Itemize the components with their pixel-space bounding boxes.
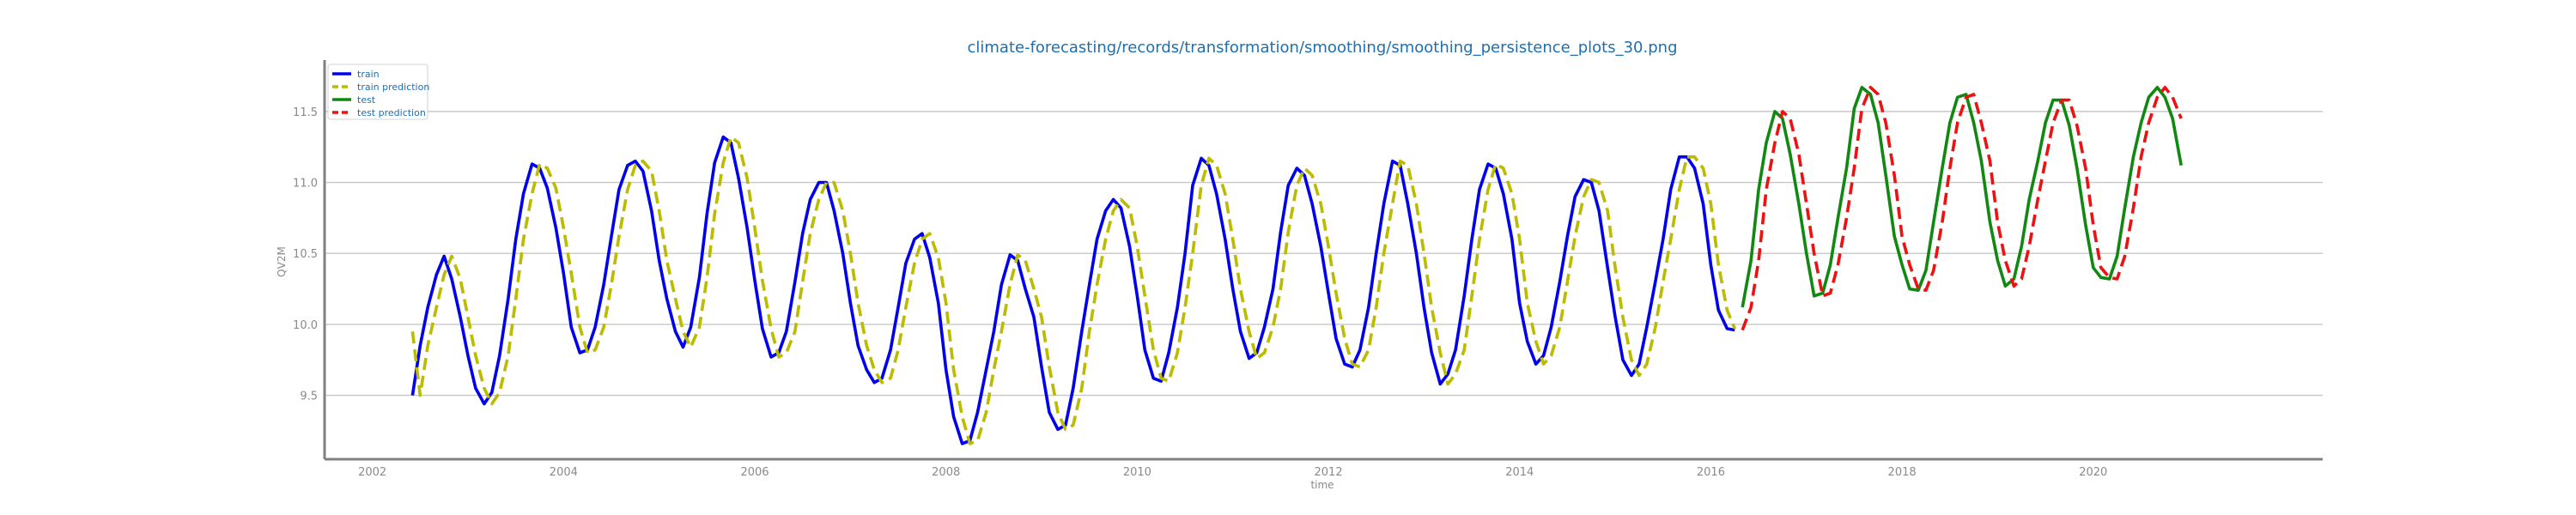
y-tick-label: 11.0 [293,178,318,191]
chart-title: climate-forecasting/records/transformati… [967,39,1677,57]
gridlines [325,111,2323,397]
legend-label-0: train [357,69,380,80]
x-tick-label: 2002 [358,466,386,479]
legend-label-2: test [357,94,376,106]
x-tick-label: 2018 [1888,466,1917,479]
legend-box [327,64,428,120]
series-line-2 [1741,86,2183,308]
y-tick-label: 10.5 [293,248,318,261]
series-line-1 [410,135,1736,445]
series-line-0 [410,135,1735,445]
x-axis-label: time [1310,479,1334,491]
x-tick-label: 2004 [550,466,578,479]
y-axis-label: QV2M [276,246,288,277]
x-tick-label: 2006 [740,466,769,479]
x-tick-label: 2012 [1315,466,1343,479]
x-tick-labels: 2002 2004 2006 2008 2010 2012 2014 2016 2018 2020 [358,466,2107,479]
axes [323,60,2323,461]
y-tick-label: 11.5 [293,106,318,119]
x-tick-label: 2010 [1123,466,1151,479]
x-tick-label: 2014 [1505,466,1534,479]
x-tick-label: 2016 [1697,466,1725,479]
legend-label-3: test prediction [357,107,426,118]
x-tick-label: 2020 [2079,466,2107,479]
series-line-3 [1741,86,2183,331]
y-tick-labels: 9.5 10.0 10.5 11.0 11.5 [293,106,318,403]
legend-label-1: train prediction [357,82,429,93]
series-group [410,86,2183,445]
y-tick-label: 10.0 [293,319,318,332]
x-tick-label: 2008 [932,466,960,479]
y-tick-label: 9.5 [300,391,318,403]
